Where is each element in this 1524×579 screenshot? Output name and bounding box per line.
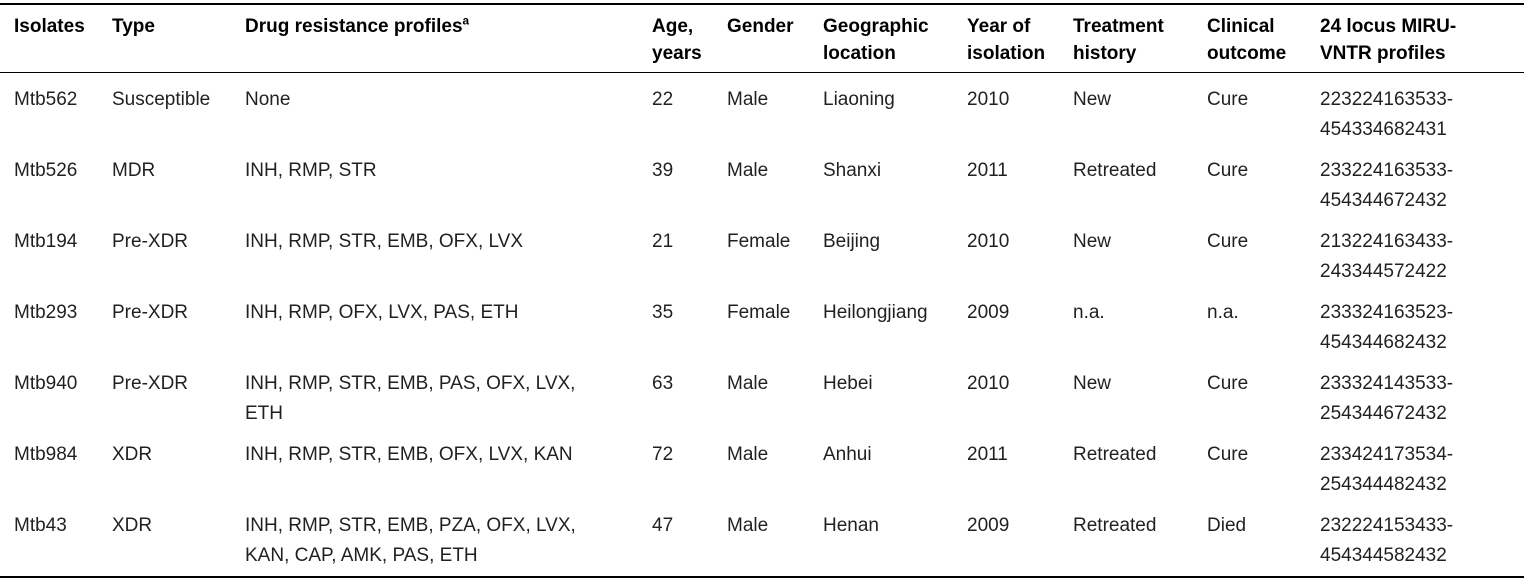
cell-location: Liaoning xyxy=(823,89,895,110)
cell-drug-resistance: INH, RMP, OFX, LVX, PAS, ETH xyxy=(245,302,519,323)
cell-outcome: Cure xyxy=(1207,231,1249,252)
column-header-age: Age, years xyxy=(652,4,727,73)
cell-age: 47 xyxy=(652,515,674,536)
isolates-table: Isolates Type Drug resistance profilesa … xyxy=(0,3,1524,578)
cell-type: Pre-XDR xyxy=(112,302,189,323)
cell-age: 72 xyxy=(652,444,674,465)
column-header-geographic-location: Geographic location xyxy=(823,4,967,73)
table-row: Mtb940 Pre-XDR INH, RMP, STR, EMB, PAS, OF… xyxy=(0,357,1524,428)
column-header-gender: Gender xyxy=(727,4,823,73)
cell-location: Hebei xyxy=(823,373,873,394)
cell-outcome: n.a. xyxy=(1207,302,1239,323)
table-header: Isolates Type Drug resistance profilesa … xyxy=(0,4,1524,73)
table-row: Mtb194 Pre-XDR INH, RMP, STR, EMB, OFX, LV… xyxy=(0,215,1524,286)
column-header-year-of-isolation: Year of isolation xyxy=(967,4,1073,73)
cell-location: Heilongjiang xyxy=(823,302,928,323)
cell-treatment: Retreated xyxy=(1073,160,1157,181)
cell-year: 2009 xyxy=(967,302,1010,323)
cell-isolate: Mtb43 xyxy=(14,515,67,536)
cell-type: Pre-XDR xyxy=(112,373,189,394)
cell-drug-resistance: INH, RMP, STR, EMB, PAS, OFX, LVX, ETH xyxy=(245,373,576,424)
cell-gender: Male xyxy=(727,515,769,536)
cell-type: Pre-XDR xyxy=(112,231,189,252)
column-header-miru-vntr-profiles: 24 locus MIRU- VNTR profiles xyxy=(1320,4,1524,73)
table-row: Mtb293 Pre-XDR INH, RMP, OFX, LVX, PAS, ET… xyxy=(0,286,1524,357)
cell-location: Henan xyxy=(823,515,879,536)
table-header-row: Isolates Type Drug resistance profilesa … xyxy=(0,4,1524,73)
cell-gender: Male xyxy=(727,89,769,110)
cell-isolate: Mtb984 xyxy=(14,444,78,465)
cell-drug-resistance: INH, RMP, STR, EMB, OFX, LVX xyxy=(245,231,524,252)
table-row: Mtb984 XDR INH, RMP, STR, EMB, OFX, LVX, K… xyxy=(0,428,1524,499)
cell-drug-resistance: INH, RMP, STR, EMB, PZA, OFX, LVX, KAN, … xyxy=(245,515,576,566)
cell-type: XDR xyxy=(112,444,153,465)
cell-year: 2011 xyxy=(967,160,1008,181)
column-header-clinical-outcome: Clinical outcome xyxy=(1207,4,1320,73)
table-row: Mtb562 Susceptible None 22 Male Liaoning 2010 N… xyxy=(0,73,1524,145)
cell-drug-resistance: INH, RMP, STR xyxy=(245,160,377,181)
cell-isolate: Mtb526 xyxy=(14,160,78,181)
cell-outcome: Cure xyxy=(1207,373,1249,394)
cell-location: Beijing xyxy=(823,231,881,252)
cell-miru: 232224153433- 454344582432 xyxy=(1320,515,1454,566)
cell-gender: Male xyxy=(727,160,769,181)
cell-isolate: Mtb293 xyxy=(14,302,78,323)
column-header-treatment-history: Treatment history xyxy=(1073,4,1207,73)
cell-outcome: Died xyxy=(1207,515,1247,536)
table-body: Mtb562 Susceptible None 22 Male Liaoning 2010 N… xyxy=(0,73,1524,578)
cell-treatment: New xyxy=(1073,89,1112,110)
cell-outcome: Cure xyxy=(1207,444,1249,465)
column-header-label: Drug resistance profiles xyxy=(245,16,463,37)
cell-year: 2010 xyxy=(967,373,1010,394)
column-header-drug-resistance-profiles: Drug resistance profilesa xyxy=(245,4,652,73)
cell-year: 2009 xyxy=(967,515,1010,536)
cell-location: Anhui xyxy=(823,444,872,465)
cell-location: Shanxi xyxy=(823,160,882,181)
cell-drug-resistance: INH, RMP, STR, EMB, OFX, LVX, KAN xyxy=(245,444,573,465)
cell-type: Susceptible xyxy=(112,89,211,110)
column-header-isolates: Isolates xyxy=(0,4,112,73)
cell-age: 22 xyxy=(652,89,674,110)
cell-miru: 233224163533- 454344672432 xyxy=(1320,160,1454,211)
cell-outcome: Cure xyxy=(1207,89,1249,110)
cell-outcome: Cure xyxy=(1207,160,1249,181)
cell-age: 21 xyxy=(652,231,674,252)
cell-drug-resistance: None xyxy=(245,89,291,110)
cell-miru: 233324143533- 254344672432 xyxy=(1320,373,1454,424)
cell-treatment: n.a. xyxy=(1073,302,1105,323)
cell-isolate: Mtb562 xyxy=(14,89,78,110)
cell-age: 63 xyxy=(652,373,674,394)
table-row: Mtb526 MDR INH, RMP, STR 39 Male Shanxi 2011 Re… xyxy=(0,144,1524,215)
cell-treatment: New xyxy=(1073,373,1112,394)
cell-miru: 213224163433- 243344572422 xyxy=(1320,231,1454,282)
cell-isolate: Mtb940 xyxy=(14,373,78,394)
cell-age: 39 xyxy=(652,160,674,181)
table-row: Mtb43 XDR INH, RMP, STR, EMB, PZA, OFX, LV… xyxy=(0,499,1524,577)
cell-treatment: Retreated xyxy=(1073,515,1157,536)
cell-treatment: New xyxy=(1073,231,1112,252)
cell-isolate: Mtb194 xyxy=(14,231,78,252)
cell-year: 2010 xyxy=(967,89,1010,110)
cell-miru: 233424173534- 254344482432 xyxy=(1320,444,1454,495)
cell-age: 35 xyxy=(652,302,674,323)
cell-gender: Male xyxy=(727,444,769,465)
footnote-marker-a: a xyxy=(462,14,470,28)
cell-miru: 223224163533- 454334682431 xyxy=(1320,89,1454,140)
column-header-type: Type xyxy=(112,4,245,73)
cell-gender: Female xyxy=(727,231,791,252)
cell-miru: 233324163523- 454344682432 xyxy=(1320,302,1454,353)
cell-type: XDR xyxy=(112,515,153,536)
cell-year: 2011 xyxy=(967,444,1008,465)
cell-type: MDR xyxy=(112,160,156,181)
cell-gender: Female xyxy=(727,302,791,323)
cell-year: 2010 xyxy=(967,231,1010,252)
cell-gender: Male xyxy=(727,373,769,394)
cell-treatment: Retreated xyxy=(1073,444,1157,465)
